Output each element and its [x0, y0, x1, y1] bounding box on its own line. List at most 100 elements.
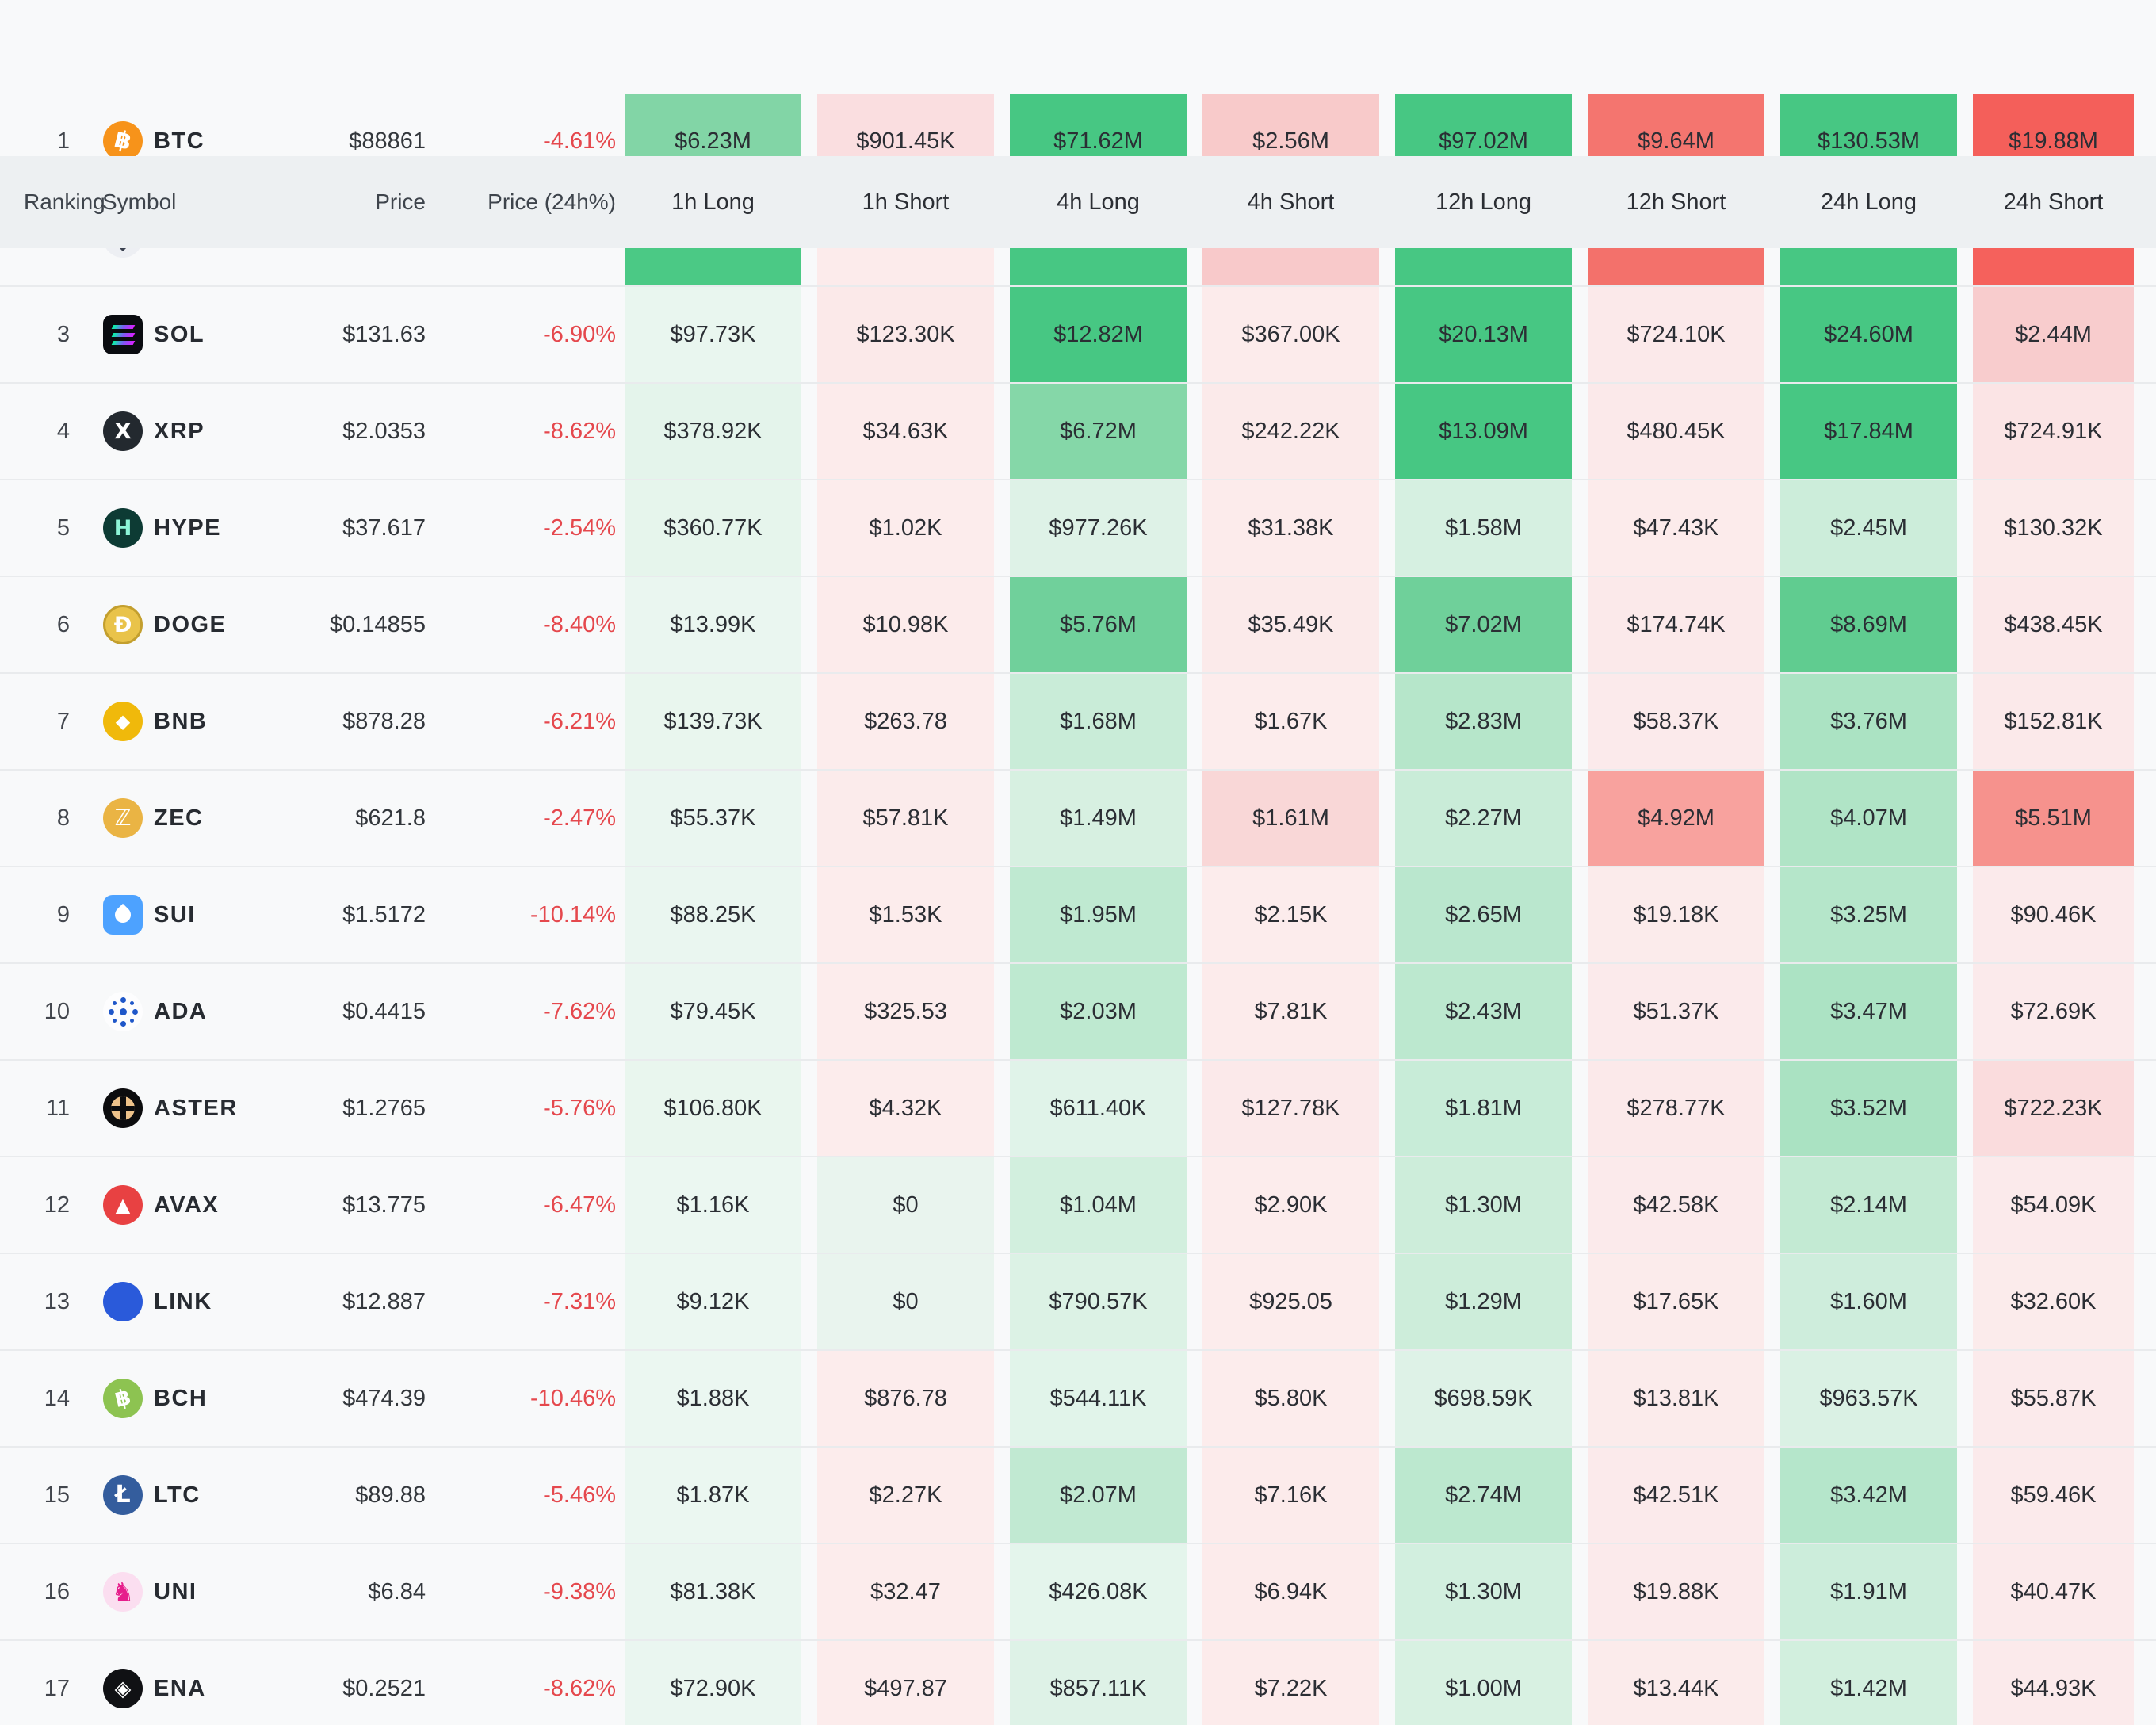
value-cell-12h-long: $2.43M: [1395, 964, 1572, 1059]
coin-icon-wrap: [103, 1282, 143, 1321]
bnb-icon: ◆: [103, 702, 143, 741]
column-header-1h-long[interactable]: 1h Long: [671, 189, 755, 215]
value-cell-12h-short: $42.58K: [1588, 1157, 1764, 1253]
symbol-label: LTC: [154, 1482, 201, 1508]
header-label-zone: Ranking Symbol Price Price (24h%): [0, 156, 625, 248]
row-label-zone: 5 H HYPE $37.617 -2.54%: [0, 480, 625, 576]
row-label-zone: 15 Ł LTC $89.88 -5.46%: [0, 1448, 625, 1543]
column-header-12h-short[interactable]: 12h Short: [1626, 189, 1726, 215]
column-header-12h-long[interactable]: 12h Long: [1435, 189, 1531, 215]
table-row-uni[interactable]: 16 ♞ UNI $6.84 -9.38% $81.38K $32.47 $426.…: [0, 1544, 2156, 1641]
coin-icon-wrap: Ł: [103, 1475, 143, 1515]
row-label-zone: 9 SUI $1.5172 -10.14%: [0, 867, 625, 962]
value-cell-24h-long: $2.45M: [1780, 480, 1957, 576]
symbol-label: UNI: [154, 1578, 197, 1605]
coin-icon-wrap: ▲: [103, 1185, 143, 1225]
value-cell-12h-short: $19.88K: [1588, 1544, 1764, 1639]
value-cell-12h-short: $278.77K: [1588, 1061, 1764, 1156]
price-cell: $88861: [349, 128, 426, 154]
column-header-price-24h[interactable]: Price (24h%): [487, 189, 616, 214]
xrp-icon: X: [103, 411, 143, 451]
value-cell-1h-short: $0: [817, 1157, 994, 1253]
column-header-price[interactable]: Price: [375, 189, 426, 214]
ranking-cell: 13: [44, 1288, 70, 1314]
ranking-cell: 10: [44, 998, 70, 1024]
price-change-cell: -6.47%: [543, 1191, 616, 1218]
coin-icon-wrap: Ð: [103, 605, 143, 644]
uni-icon: ♞: [103, 1572, 143, 1612]
value-cell-12h-long: $7.02M: [1395, 577, 1572, 672]
table-row-doge[interactable]: 6 Ð DOGE $0.14855 -8.40% $13.99K $10.98K $…: [0, 577, 2156, 674]
symbol-label: BCH: [154, 1385, 208, 1411]
value-cell-4h-short: $127.78K: [1202, 1061, 1379, 1156]
value-cell-4h-short: $1.67K: [1202, 674, 1379, 769]
column-header-4h-long[interactable]: 4h Long: [1057, 189, 1140, 215]
value-cell-24h-short: $152.81K: [1973, 674, 2134, 769]
value-cell-1h-short: $34.63K: [817, 384, 994, 479]
value-cell-12h-short: $51.37K: [1588, 964, 1764, 1059]
coin-icon-wrap: [103, 895, 143, 935]
value-cell-1h-short: $497.87: [817, 1641, 994, 1725]
sui-icon: [103, 895, 143, 935]
symbol-label: XRP: [154, 418, 205, 444]
table-row-aster[interactable]: 11 ASTER $1.2765 -5.76% $106.80K $4.32K $6…: [0, 1061, 2156, 1157]
column-header-24h-long[interactable]: 24h Long: [1821, 189, 1917, 215]
table-row-hype[interactable]: 5 H HYPE $37.617 -2.54% $360.77K $1.02K $9…: [0, 480, 2156, 577]
value-cell-24h-long: $3.42M: [1780, 1448, 1957, 1543]
value-cell-24h-short: $438.45K: [1973, 577, 2134, 672]
value-cell-24h-short: $40.47K: [1973, 1544, 2134, 1639]
value-cell-12h-long: $2.83M: [1395, 674, 1572, 769]
table-row-link[interactable]: 13 LINK $12.887 -7.31% $9.12K $0 $790.57K $…: [0, 1254, 2156, 1351]
ranking-cell: 17: [44, 1675, 70, 1701]
table-row-ltc[interactable]: 15 Ł LTC $89.88 -5.46% $1.87K $2.27K $2.07…: [0, 1448, 2156, 1544]
value-cell-1h-long: $139.73K: [625, 674, 801, 769]
price-change-cell: -2.54%: [543, 514, 616, 541]
column-header-1h-short[interactable]: 1h Short: [862, 189, 950, 215]
table-row-bnb[interactable]: 7 ◆ BNB $878.28 -6.21% $139.73K $263.78 $1…: [0, 674, 2156, 771]
coin-icon-wrap: ℤ: [103, 798, 143, 838]
value-cell-12h-short: $480.45K: [1588, 384, 1764, 479]
table-row-bch[interactable]: 14 ฿ BCH $474.39 -10.46% $1.88K $876.78 $5…: [0, 1351, 2156, 1448]
table-row-avax[interactable]: 12 ▲ AVAX $13.775 -6.47% $1.16K $0 $1.04M $…: [0, 1157, 2156, 1254]
symbol-label: HYPE: [154, 514, 221, 541]
ranking-cell: 5: [56, 514, 70, 541]
table-row-sol[interactable]: 3 SOL $131.63 -6.90% $97.73K $123.30K $12.…: [0, 287, 2156, 384]
price-change-cell: -7.62%: [543, 998, 616, 1024]
value-cell-12h-short: $47.43K: [1588, 480, 1764, 576]
value-cell-24h-short: $90.46K: [1973, 867, 2134, 962]
value-cell-24h-long: $3.47M: [1780, 964, 1957, 1059]
value-cell-12h-long: $2.65M: [1395, 867, 1572, 962]
ranking-cell: 1: [56, 128, 70, 154]
price-change-cell: -8.62%: [543, 418, 616, 444]
column-header-ranking[interactable]: Ranking: [24, 189, 105, 214]
value-cell-24h-short: $54.09K: [1973, 1157, 2134, 1253]
value-cell-12h-short: $42.51K: [1588, 1448, 1764, 1543]
column-header-4h-short[interactable]: 4h Short: [1247, 189, 1335, 215]
column-header-symbol[interactable]: Symbol: [102, 189, 177, 214]
value-cell-12h-long: $1.00M: [1395, 1641, 1572, 1725]
table-row-ada[interactable]: 10 ADA $0.4415 -7.62% $79.45K $325.53 $2.0…: [0, 964, 2156, 1061]
value-cell-4h-short: $7.81K: [1202, 964, 1379, 1059]
value-cell-1h-long: $360.77K: [625, 480, 801, 576]
price-change-cell: -6.90%: [543, 321, 616, 347]
table-row-ena[interactable]: 17 ◈ ENA $0.2521 -8.62% $72.90K $497.87 $8…: [0, 1641, 2156, 1725]
value-cell-24h-short: $722.23K: [1973, 1061, 2134, 1156]
value-cell-24h-long: $1.91M: [1780, 1544, 1957, 1639]
symbol-label: ASTER: [154, 1095, 238, 1121]
zec-icon: ℤ: [103, 798, 143, 838]
value-cell-1h-long: $106.80K: [625, 1061, 801, 1156]
row-label-zone: 17 ◈ ENA $0.2521 -8.62%: [0, 1641, 625, 1725]
value-cell-1h-short: $2.27K: [817, 1448, 994, 1543]
value-cell-12h-long: $13.09M: [1395, 384, 1572, 479]
table-row-sui[interactable]: 9 SUI $1.5172 -10.14% $88.25K $1.53K $1.95…: [0, 867, 2156, 964]
bch-icon: ฿: [98, 1374, 147, 1423]
value-cell-4h-long: $2.07M: [1010, 1448, 1187, 1543]
value-cell-1h-short: $325.53: [817, 964, 994, 1059]
value-cell-4h-long: $1.68M: [1010, 674, 1187, 769]
ranking-cell: 15: [44, 1482, 70, 1508]
value-cell-24h-short: $5.51M: [1973, 771, 2134, 866]
ranking-cell: 16: [44, 1578, 70, 1605]
column-header-24h-short[interactable]: 24h Short: [2003, 189, 2104, 215]
table-row-xrp[interactable]: 4 X XRP $2.0353 -8.62% $378.92K $34.63K $6…: [0, 384, 2156, 480]
table-row-zec[interactable]: 8 ℤ ZEC $621.8 -2.47% $55.37K $57.81K $1.4…: [0, 771, 2156, 867]
